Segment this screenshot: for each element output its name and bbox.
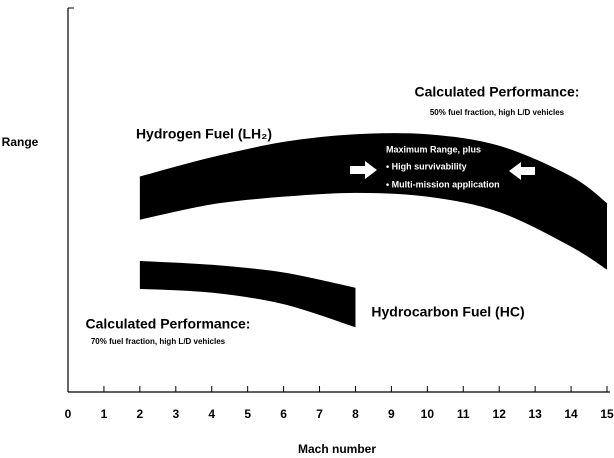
band-fill [139,261,356,327]
marks [139,133,608,328]
x-tick-label: 10 [421,407,435,421]
x-tick-label: 0 [65,407,72,421]
annotation: 50% fuel fraction, high L/D vehicles [430,108,565,117]
band-upper-edge [139,133,608,205]
x-tick-label: 6 [280,407,287,421]
arrow-right [350,161,377,179]
x-tick-label: 5 [244,407,251,421]
annotation: 70% fuel fraction, high L/D vehicles [91,337,226,346]
arrows [350,161,535,180]
x-tick-label: 8 [352,407,359,421]
series-label: Hydrocarbon Fuel (HC) [371,304,524,320]
y-axis-label: Range [2,135,39,149]
x-tick-label: 7 [316,407,323,421]
annotation: Calculated Performance: [86,316,251,332]
x-tick-label: 11 [457,407,470,421]
x-tick-label: 9 [388,407,395,421]
band-upper-edge [139,260,356,289]
band-lower-edge [139,287,356,328]
annotation: • High survivability [386,161,467,171]
x-tick-label: 13 [528,407,542,421]
x-tick-label: 3 [172,407,179,421]
x-tick-label: 4 [208,407,215,421]
x-tick-label: 15 [600,407,614,421]
band-lower-edge [139,191,608,270]
arrow-left [509,162,535,180]
x-tick-label: 2 [137,407,144,421]
x-tick-label: 1 [101,407,108,421]
annotation: • Multi-mission application [386,179,500,189]
series-label: Hydrogen Fuel (LH₂) [136,126,272,142]
band-fill [139,133,607,270]
annotation: Maximum Range, plus [386,144,481,154]
x-axis-label: Mach number [298,442,376,456]
x-tick-label: 14 [564,407,578,421]
x-tick-label: 12 [493,407,507,421]
annotation: Calculated Performance: [415,84,580,100]
